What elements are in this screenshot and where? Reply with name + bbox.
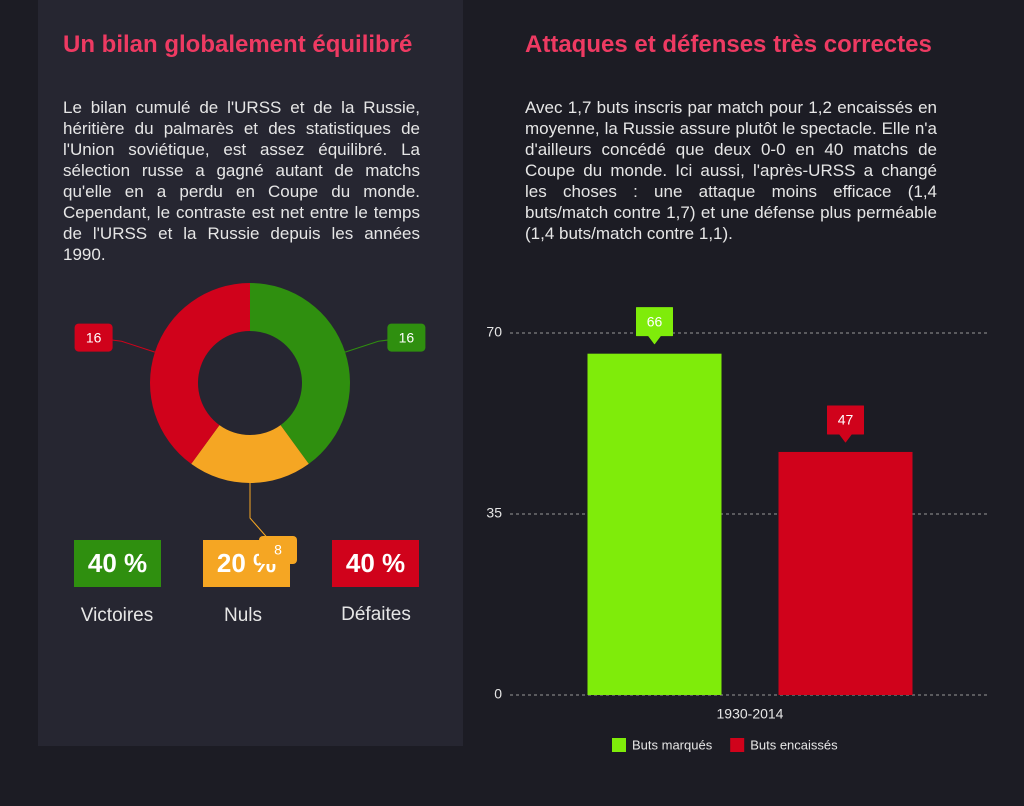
value-label: 47 bbox=[838, 412, 854, 428]
stat-value: 40 % bbox=[74, 540, 161, 587]
callout-label: 8 bbox=[274, 542, 282, 558]
legend-swatch bbox=[730, 738, 745, 752]
x-tick-label: 1930-2014 bbox=[717, 706, 784, 722]
bar bbox=[587, 353, 722, 695]
callout-label: 16 bbox=[86, 329, 102, 345]
donut-slice bbox=[149, 283, 250, 464]
stat-label: Défaites bbox=[341, 604, 411, 625]
right-text: Avec 1,7 buts inscris par match pour 1,2… bbox=[525, 98, 937, 243]
callout-box bbox=[387, 323, 426, 352]
value-bubble bbox=[636, 307, 673, 345]
stat-value: 40 % bbox=[332, 540, 419, 587]
legend-swatch bbox=[612, 738, 626, 752]
stat-label: Nuls bbox=[223, 605, 262, 626]
callout-box bbox=[74, 323, 113, 352]
donut-slice bbox=[250, 283, 351, 464]
donut-slice bbox=[191, 425, 309, 484]
callout-label: 16 bbox=[399, 329, 415, 345]
legend-label: Buts encaissés bbox=[750, 737, 838, 752]
right-title: Attaques et défenses très correctes bbox=[525, 31, 932, 58]
legend-label: Buts marqués bbox=[632, 737, 713, 752]
value-bubble bbox=[827, 405, 864, 443]
bar bbox=[778, 451, 913, 695]
y-tick-label: 70 bbox=[486, 324, 502, 340]
left-panel bbox=[38, 0, 463, 746]
callout-box bbox=[259, 536, 297, 564]
stat-label: Victoires bbox=[80, 605, 154, 626]
left-title: Un bilan globalement équilibré bbox=[63, 31, 413, 58]
left-text: Le bilan cumulé de l'URSS et de la Russi… bbox=[63, 98, 420, 264]
y-tick-label: 0 bbox=[494, 686, 502, 702]
value-label: 66 bbox=[647, 313, 663, 329]
y-tick-label: 35 bbox=[486, 505, 502, 521]
